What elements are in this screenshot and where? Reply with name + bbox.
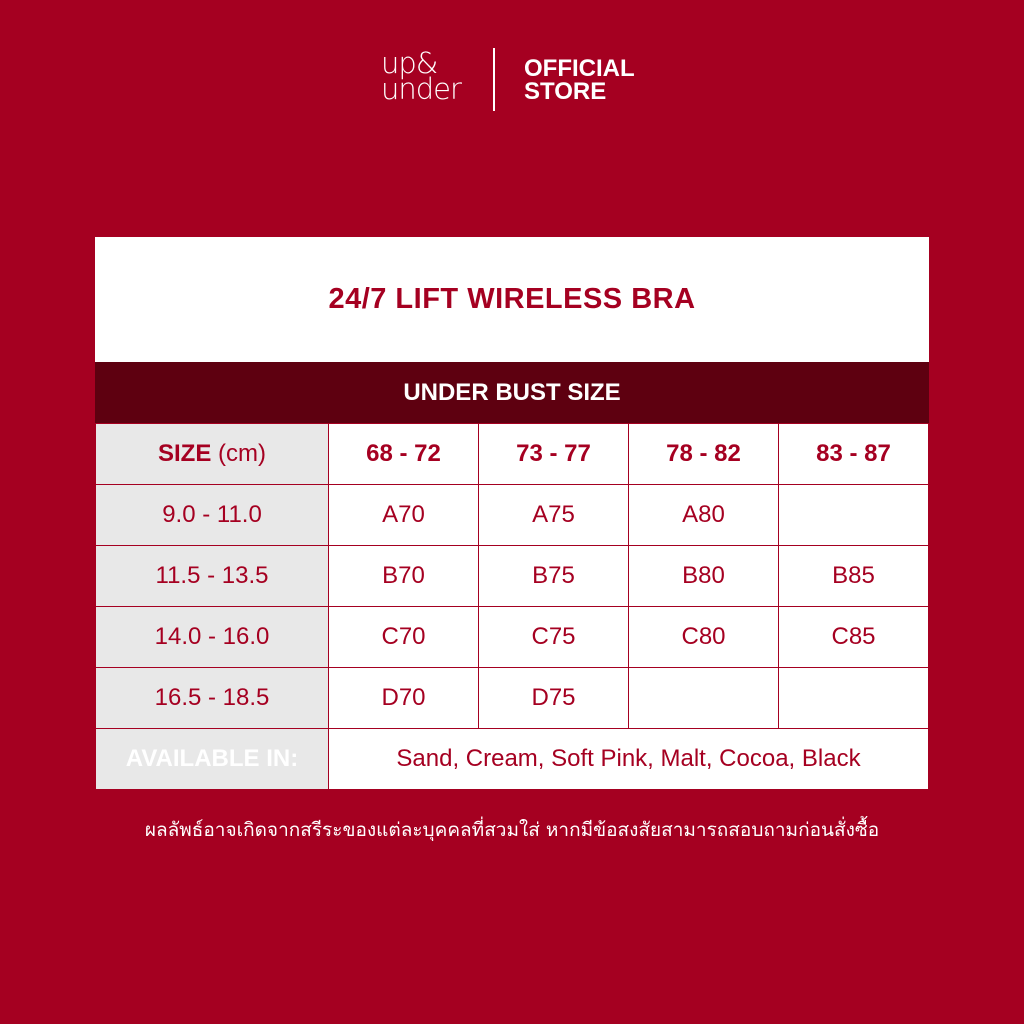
header-row: SIZE (cm) 68 - 72 73 - 77 78 - 82 83 - 8… <box>95 423 929 485</box>
size-chart: 24/7 LIFT WIRELESS BRA UNDER BUST SIZE S… <box>95 237 929 790</box>
table-row: 14.0 - 16.0 C70 C75 C80 C85 <box>95 606 929 668</box>
size-cell: C85 <box>778 606 929 668</box>
size-cell: C70 <box>328 606 479 668</box>
table-row: 16.5 - 18.5 D70 D75 <box>95 667 929 729</box>
cup-size-range: 9.0 - 11.0 <box>95 484 329 546</box>
available-label: AVAILABLE IN: <box>95 728 329 790</box>
store-line-2: STORE <box>524 78 607 105</box>
available-row: AVAILABLE IN: Sand, Cream, Soft Pink, Ma… <box>95 728 929 790</box>
size-cell: A75 <box>478 484 629 546</box>
logo-line-2: under <box>381 72 462 106</box>
table-row: 11.5 - 13.5 B70 B75 B80 B85 <box>95 545 929 607</box>
size-cell <box>628 667 779 729</box>
brand-logo: up& under <box>381 46 462 106</box>
logo-divider <box>493 48 495 111</box>
available-colors: Sand, Cream, Soft Pink, Malt, Cocoa, Bla… <box>328 728 929 790</box>
store-line-1: OFFICIAL <box>524 55 635 82</box>
size-cell: A80 <box>628 484 779 546</box>
size-header: SIZE (cm) <box>95 423 329 485</box>
table-row: 9.0 - 11.0 A70 A75 A80 <box>95 484 929 546</box>
size-cell: C75 <box>478 606 629 668</box>
column-header: 78 - 82 <box>628 423 779 485</box>
size-cell: B75 <box>478 545 629 607</box>
group-header: UNDER BUST SIZE <box>95 362 929 423</box>
official-store-label: OFFICIAL STORE <box>524 55 635 105</box>
disclaimer-note: ผลลัพธ์อาจเกิดจากสรีระของแต่ละบุคคลที่สว… <box>144 819 880 841</box>
column-header: 83 - 87 <box>778 423 929 485</box>
size-cell: D75 <box>478 667 629 729</box>
column-header: 73 - 77 <box>478 423 629 485</box>
product-title: 24/7 LIFT WIRELESS BRA <box>328 283 696 315</box>
size-cell: A70 <box>328 484 479 546</box>
cup-size-range: 14.0 - 16.0 <box>95 606 329 668</box>
size-label: SIZE <box>158 440 212 467</box>
size-cell: B70 <box>328 545 479 607</box>
size-cell <box>778 667 929 729</box>
size-cell: C80 <box>628 606 779 668</box>
size-table: SIZE (cm) 68 - 72 73 - 77 78 - 82 83 - 8… <box>95 423 929 790</box>
cup-size-range: 11.5 - 13.5 <box>95 545 329 607</box>
size-cell: B80 <box>628 545 779 607</box>
size-cell: D70 <box>328 667 479 729</box>
cup-size-range: 16.5 - 18.5 <box>95 667 329 729</box>
logo-line-1: up& <box>381 46 438 80</box>
size-cell: B85 <box>778 545 929 607</box>
size-cell <box>778 484 929 546</box>
size-unit: (cm) <box>218 440 266 467</box>
column-header: 68 - 72 <box>328 423 479 485</box>
